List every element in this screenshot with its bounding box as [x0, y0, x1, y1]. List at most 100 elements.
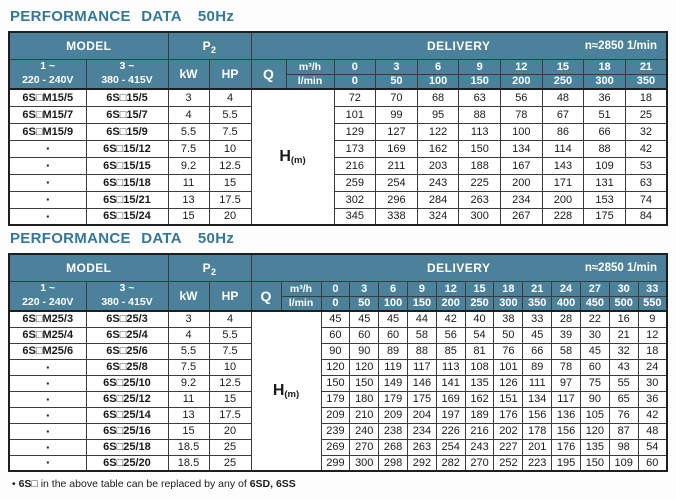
head-value-cell: 28	[551, 310, 581, 328]
speed-label: n≈2850 1/min	[584, 39, 657, 52]
speed-label: n≈2850 1/min	[584, 261, 657, 274]
head-value-cell: 223	[522, 454, 553, 472]
phase-3-header: 3 ~380 - 415V	[85, 58, 169, 90]
head-value-cell: 240	[349, 422, 380, 440]
head-value-cell: 200	[541, 190, 585, 209]
flow-m3h-value: 15	[541, 58, 585, 75]
hp-cell: 17.5	[208, 190, 252, 209]
head-value-cell: 78	[500, 105, 543, 124]
head-value-cell: 298	[378, 454, 408, 472]
hp-cell: 17.5	[208, 406, 252, 424]
hp-cell: 25	[208, 454, 252, 472]
hp-cell: 25	[208, 438, 252, 456]
head-value-cell: 56	[500, 88, 543, 107]
hp-cell: 10	[208, 139, 252, 158]
head-value-cell: 66	[522, 342, 553, 360]
head-value-cell: 32	[624, 122, 668, 141]
head-value-cell: 36	[583, 88, 626, 107]
flow-m3h-value: 24	[551, 280, 581, 297]
flow-m3h-value: 3	[349, 280, 380, 297]
head-value-cell: 113	[458, 122, 501, 141]
head-value-cell: 156	[522, 406, 553, 424]
head-value-cell: 101	[333, 105, 377, 124]
head-value-cell: 243	[416, 173, 460, 192]
head-value-cell: 30	[637, 374, 668, 392]
kw-cell: 18.5	[167, 454, 210, 472]
head-value-cell: 268	[378, 438, 408, 456]
head-value-cell: 67	[541, 105, 585, 124]
model-1ph-cell: 6S□M25/3	[8, 310, 87, 328]
kw-cell: 4	[167, 326, 210, 344]
head-value-cell: 101	[493, 358, 524, 376]
head-value-cell: 89	[522, 358, 553, 376]
head-value-cell: 88	[583, 139, 626, 158]
model-1ph-cell: ▪	[8, 173, 87, 192]
head-value-cell: 105	[579, 406, 610, 424]
head-value-cell: 63	[458, 88, 501, 107]
head-value-cell: 179	[378, 390, 408, 408]
model-1ph-cell: ▪	[8, 139, 87, 158]
phase-1-line1: 1 ~	[40, 282, 56, 295]
head-value-cell: 176	[493, 406, 524, 424]
flow-lmin-value: 50	[375, 73, 418, 90]
model-1ph-cell: 6S□M25/4	[8, 326, 87, 344]
head-value-cell: 42	[435, 310, 466, 328]
head-value-cell: 243	[464, 438, 495, 456]
head-value-cell: 113	[435, 358, 466, 376]
table-row: 6S□M25/6 6S□25/6 5.5 7.5 90 90 89 88 85 81 76 66 58 4…	[8, 342, 668, 360]
table-row: ▪ 6S□25/8 7.5 10 120 120 119 117 113 108 101 89 78 60…	[8, 358, 668, 376]
table-row: ▪ 6S□25/12 11 15 179 180 179 175 169 162 151 134 117…	[8, 390, 668, 408]
head-value-cell: 65	[608, 390, 639, 408]
head-value-cell: 254	[375, 173, 418, 192]
head-value-cell: 120	[320, 358, 351, 376]
model-1ph-cell: 6S□M15/9	[8, 122, 87, 141]
model-1ph-cell: ▪	[8, 207, 87, 226]
delivery-label: DELIVERY	[426, 38, 491, 53]
model-3ph-cell: 6S□15/5	[85, 88, 169, 107]
head-value-cell: 84	[624, 207, 668, 226]
performance-section-25: PERFORMANCE DATA 50Hz MODEL P2 DELIVERY n≈28…	[8, 230, 668, 472]
flow-lmin-unit: l/min	[285, 73, 335, 90]
head-value-cell: 150	[320, 374, 351, 392]
head-value-cell: 76	[608, 406, 639, 424]
head-value-cell: 201	[522, 438, 553, 456]
head-value-cell: 45	[522, 326, 553, 344]
header-row-groups: MODEL P2 DELIVERY n≈2850 1/min	[8, 31, 668, 60]
head-unit-sub: (m)	[284, 389, 300, 400]
flow-m3h-value: 15	[464, 280, 495, 297]
phase-3-header: 3 ~380 - 415V	[85, 280, 169, 312]
head-value-cell: 299	[320, 454, 351, 472]
performance-data-table: MODEL P2 DELIVERY n≈2850 1/min 1 ~220 - 240V…	[8, 31, 668, 226]
header-row-groups: MODEL P2 DELIVERY n≈2850 1/min	[8, 253, 668, 282]
head-value-cell: 136	[551, 406, 581, 424]
head-value-cell: 131	[583, 173, 626, 192]
head-value-cell: 239	[320, 422, 351, 440]
head-value-cell: 175	[406, 390, 437, 408]
model-header: MODEL	[8, 253, 169, 282]
head-value-cell: 18	[637, 342, 668, 360]
flow-m3h-value: 6	[416, 58, 460, 75]
head-value-cell: 150	[349, 374, 380, 392]
head-value-cell: 167	[500, 156, 543, 175]
head-value-cell: 209	[378, 406, 408, 424]
model-1ph-cell: ▪	[8, 438, 87, 456]
head-value-cell: 225	[458, 173, 501, 192]
kw-cell: 3	[167, 88, 210, 107]
head-value-cell: 143	[541, 156, 585, 175]
kw-cell: 9.2	[167, 156, 210, 175]
head-value-cell: 120	[579, 422, 610, 440]
head-value-cell: 70	[375, 88, 418, 107]
kw-cell: 5.5	[167, 122, 210, 141]
head-value-cell: 78	[551, 358, 581, 376]
delivery-header: DELIVERY n≈2850 1/min	[250, 253, 668, 282]
kw-cell: 11	[167, 390, 210, 408]
head-value-cell: 68	[416, 88, 460, 107]
model-1ph-cell: 6S□M15/7	[8, 105, 87, 124]
head-value-cell: 22	[579, 310, 610, 328]
head-value-cell: 60	[637, 454, 668, 472]
head-value-cell: 114	[541, 139, 585, 158]
flow-lmin-value: 300	[493, 295, 524, 312]
kw-cell: 15	[167, 422, 210, 440]
model-1ph-cell: ▪	[8, 454, 87, 472]
